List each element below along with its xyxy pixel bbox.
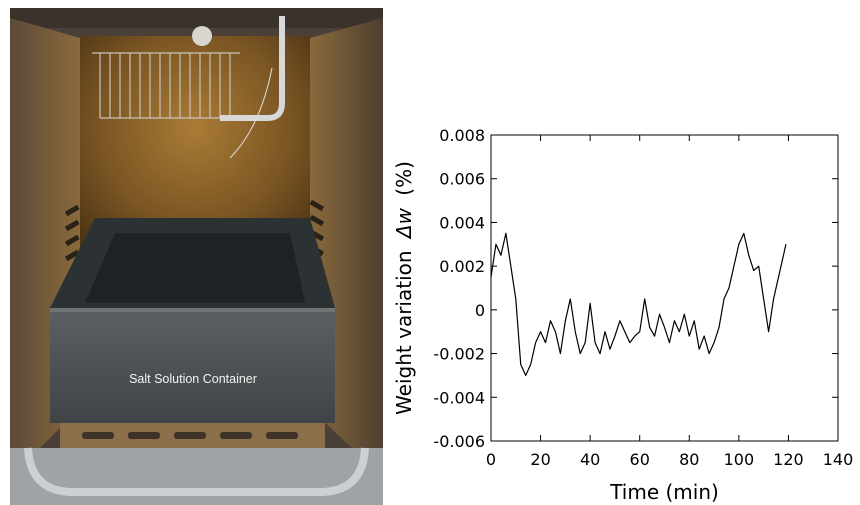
x-tick-label: 140 <box>823 450 854 469</box>
y-tick-label: -0.002 <box>433 345 485 364</box>
y-axis-label: Weight variation Δw (%) <box>392 161 416 415</box>
y-tick-label: 0.004 <box>439 213 485 232</box>
oven-chamber-photo: Salt Solution Container <box>10 8 383 505</box>
x-axis-label: Time (min) <box>609 480 719 504</box>
y-axis-label-text: Weight variation <box>392 250 416 414</box>
y-tick-label: -0.006 <box>433 432 485 451</box>
y-tick-label: 0 <box>475 301 485 320</box>
x-tick-label: 80 <box>679 450 699 469</box>
y-axis-label-symbol: Δw <box>392 207 416 240</box>
series-line <box>490 232 787 377</box>
x-tick-label: 40 <box>580 450 600 469</box>
x-tick-label: 120 <box>773 450 804 469</box>
x-tick-label: 0 <box>486 450 496 469</box>
plot-frame <box>490 134 839 442</box>
x-tick-label: 60 <box>630 450 650 469</box>
x-tick-label: 100 <box>724 450 755 469</box>
x-tick-label: 20 <box>530 450 550 469</box>
y-tick-label: 0.008 <box>439 126 485 145</box>
plot-area: 0 20 40 60 80 100 120 140 -0.006 -0.004 -0.002 0 0.0… <box>433 126 853 469</box>
y-tick-label: 0.002 <box>439 257 485 276</box>
y-tick-label: 0.006 <box>439 170 485 189</box>
photo-caption: Salt Solution Container <box>129 372 257 386</box>
y-tick-label: -0.004 <box>433 388 485 407</box>
y-axis-label-unit: (%) <box>392 161 416 196</box>
weight-variation-chart: 0 20 40 60 80 100 120 140 -0.006 -0.004 -0.002 0 0.0… <box>392 126 853 504</box>
